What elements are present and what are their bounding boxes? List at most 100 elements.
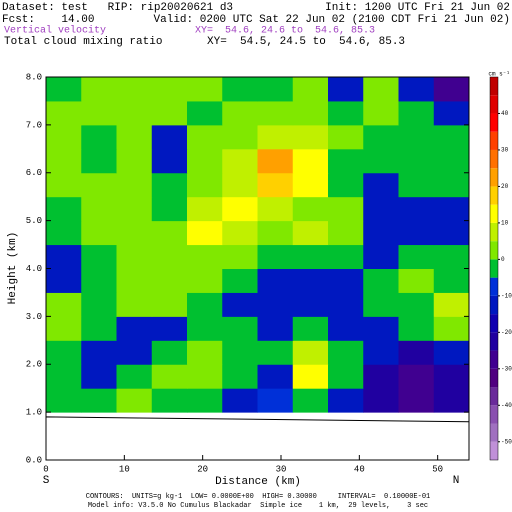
field-cell (433, 148, 470, 174)
field-cell (116, 316, 153, 341)
x-start-label: S (43, 475, 50, 487)
field-cell (116, 196, 153, 222)
field-cell (363, 268, 399, 293)
footer-model: Model info: V3.5.0 No Cumulus Blackadar … (88, 502, 428, 510)
field-cell (81, 196, 117, 222)
x-tick-label: 40 (354, 464, 365, 474)
field-cell (187, 220, 223, 246)
field-cell (222, 172, 258, 198)
terrain (45, 416, 470, 461)
field-cell (292, 124, 329, 150)
field-cell (398, 172, 435, 198)
field-cell (116, 148, 153, 174)
colorbar-tick-label: 20 (501, 183, 509, 190)
field-cell (433, 340, 470, 365)
x-tick-label: 20 (197, 464, 208, 474)
field-cell (187, 77, 223, 102)
field-cell (363, 244, 399, 269)
field-cell (433, 364, 470, 389)
field-cell (328, 316, 364, 341)
field-cell (116, 100, 153, 126)
field-cell (398, 196, 435, 222)
field-cell (222, 268, 258, 293)
xy2: XY= 54.5, 24.5 to 54.6, 85.3 (207, 36, 405, 48)
field-cell (328, 340, 364, 365)
field-cell (187, 124, 223, 150)
field-cell (187, 340, 223, 365)
colorbar-band (490, 222, 498, 242)
field-cell (187, 172, 223, 198)
field-cell (363, 316, 399, 341)
colorbar-band (490, 259, 498, 278)
field-cell (433, 77, 470, 102)
field-cell (81, 340, 117, 365)
field-cell (433, 292, 470, 317)
field-cell (46, 124, 82, 150)
field-cell (328, 124, 364, 150)
colorbar-tick-label: -40 (501, 402, 512, 409)
y-tick-label: 2.0 (26, 360, 42, 370)
field-cell (433, 316, 470, 341)
field-cell (328, 364, 364, 389)
field-cell (257, 244, 294, 269)
field-cell (222, 148, 258, 174)
field-cell (257, 124, 294, 150)
field-cell (116, 220, 153, 246)
field-cell (151, 148, 188, 174)
field-cell (433, 244, 470, 269)
field-cell (292, 292, 329, 317)
field-cell (46, 340, 82, 365)
field-cell (398, 292, 435, 317)
y-axis-label: Height (km) (7, 232, 19, 305)
field-cell (151, 388, 188, 413)
field-cell (292, 196, 329, 222)
field-cell (46, 172, 82, 198)
field-cell (433, 196, 470, 222)
field-cell (433, 124, 470, 150)
field-cell (398, 268, 435, 293)
y-tick-label: 6.0 (26, 168, 42, 178)
field-cell (398, 388, 435, 413)
field-cell (81, 364, 117, 389)
field-cell (398, 148, 435, 174)
colorbar-band (490, 423, 498, 442)
field-cell (292, 244, 329, 269)
fcst: Fcst: 14.00 (2, 14, 94, 26)
colorbar-tick-label: -10 (501, 292, 512, 299)
field-cell (81, 388, 117, 413)
field-cell (222, 364, 258, 389)
field-cell (46, 148, 82, 174)
field-cell (116, 244, 153, 269)
field-cell (187, 292, 223, 317)
colorbar-band (490, 277, 498, 296)
colorbar-band (490, 168, 498, 187)
field-cell (363, 292, 399, 317)
colorbar-band (490, 332, 498, 351)
field-cell (46, 268, 82, 293)
field-cell (433, 100, 470, 126)
valid: Valid: 0200 UTC Sat 22 Jun 02 (2100 CDT … (154, 14, 510, 26)
field-cell (398, 124, 435, 150)
field-cell (292, 172, 329, 198)
field-cell (46, 196, 82, 222)
field-cell (257, 148, 294, 174)
field-cell (116, 340, 153, 365)
colorbar-band (490, 368, 498, 388)
colorbar-tick-label: -20 (501, 329, 512, 336)
field-cell (292, 77, 329, 102)
field-cell (328, 220, 364, 246)
field-cell (222, 220, 258, 246)
colorbar-tick-label: 10 (501, 219, 509, 226)
x-tick-label: 50 (432, 464, 443, 474)
colorbar-unit: cm s⁻¹ (488, 71, 510, 78)
field-cell (433, 388, 470, 413)
field-cell (257, 77, 294, 102)
colorbar-band (490, 204, 498, 223)
field-cell (46, 388, 82, 413)
field-cell (292, 364, 329, 389)
field-cell (151, 77, 188, 102)
colorbar-tick-label: 40 (501, 110, 509, 117)
y-tick-label: 1.0 (26, 408, 42, 418)
colorbar-tick-label: 30 (501, 147, 509, 154)
